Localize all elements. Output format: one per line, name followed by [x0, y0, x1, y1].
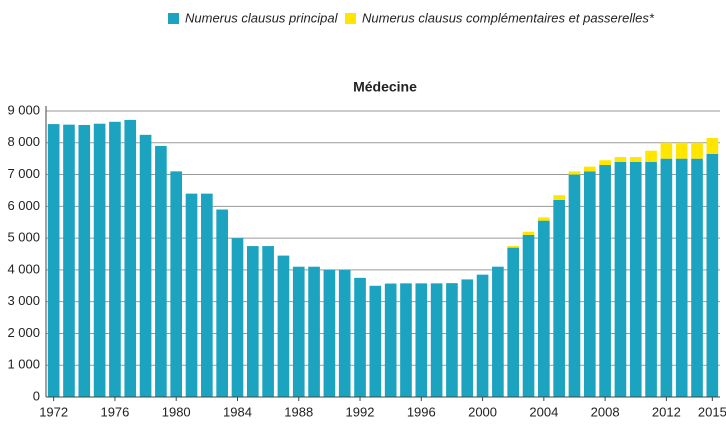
bar — [507, 246, 520, 248]
bar — [583, 171, 596, 397]
x-tick-label: 1972 — [39, 404, 68, 419]
bar — [93, 123, 106, 397]
bar — [246, 246, 259, 397]
bar — [507, 247, 520, 397]
bar — [599, 165, 611, 397]
y-tick-label: 3 000 — [7, 293, 40, 308]
bar — [629, 161, 642, 397]
x-tick-label: 2012 — [652, 404, 681, 419]
bar — [415, 283, 428, 397]
bar — [706, 138, 719, 154]
bar — [476, 274, 489, 397]
bar — [308, 266, 320, 397]
x-tick-label: 2008 — [591, 404, 620, 419]
y-tick-label: 0 — [33, 388, 40, 403]
bar — [645, 150, 657, 162]
bar — [323, 269, 336, 397]
bar — [691, 158, 703, 397]
bar — [109, 121, 121, 397]
bar — [292, 266, 305, 397]
bar — [63, 124, 75, 398]
x-tick-label: 1996 — [407, 404, 436, 419]
x-tick-label: 2015 — [698, 404, 726, 419]
legend-label: Numerus clausus principal — [185, 10, 339, 25]
bar — [553, 195, 565, 200]
bar — [369, 285, 382, 397]
bar — [645, 161, 657, 397]
bar — [492, 266, 504, 397]
x-tick-label: 1984 — [223, 404, 252, 419]
bar — [185, 193, 198, 397]
bar — [522, 231, 535, 235]
bar — [400, 283, 412, 397]
bar — [262, 246, 274, 397]
chart-title: Médecine — [353, 79, 417, 95]
bar — [614, 161, 627, 397]
bar — [691, 142, 703, 159]
x-tick-label: 1980 — [162, 404, 191, 419]
bar — [660, 142, 673, 159]
bar — [461, 279, 474, 397]
y-tick-label: 4 000 — [7, 261, 40, 276]
bar — [568, 171, 581, 175]
bar — [538, 217, 550, 221]
bar — [277, 255, 290, 397]
bar — [47, 124, 60, 398]
x-tick-label: 1976 — [100, 404, 129, 419]
bar — [139, 134, 152, 398]
bar — [384, 283, 397, 397]
y-tick-label: 2 000 — [7, 325, 40, 340]
bar — [522, 234, 535, 397]
y-tick-label: 8 000 — [7, 134, 40, 149]
bar — [78, 124, 91, 397]
legend-swatch — [345, 13, 356, 24]
bar — [124, 119, 137, 398]
bar — [155, 145, 167, 397]
legend-swatch — [168, 13, 179, 24]
x-tick-label: 1988 — [284, 404, 313, 419]
bar — [614, 157, 627, 162]
bar — [629, 157, 642, 162]
bar — [675, 142, 688, 159]
bar — [568, 174, 581, 397]
bar — [430, 283, 443, 397]
bar — [446, 283, 458, 397]
bar — [675, 158, 688, 397]
x-tick-label: 2004 — [529, 404, 558, 419]
y-tick-label: 5 000 — [7, 230, 40, 245]
bar — [553, 199, 565, 397]
x-tick-label: 1992 — [346, 404, 375, 419]
bar — [170, 171, 183, 397]
legend-label: Numerus clausus complémentaires et passe… — [362, 10, 655, 25]
bar — [538, 220, 550, 397]
bar — [599, 160, 611, 166]
y-tick-label: 9 000 — [7, 102, 40, 117]
bar — [583, 166, 596, 172]
bar — [706, 153, 719, 397]
bar — [354, 277, 366, 397]
bar — [660, 158, 673, 397]
x-tick-label: 2000 — [468, 404, 497, 419]
bar — [201, 193, 213, 397]
y-tick-label: 1 000 — [7, 357, 40, 372]
bar — [231, 238, 244, 397]
bar — [338, 269, 351, 397]
y-tick-label: 6 000 — [7, 198, 40, 213]
y-tick-label: 7 000 — [7, 166, 40, 181]
bar — [216, 209, 228, 397]
